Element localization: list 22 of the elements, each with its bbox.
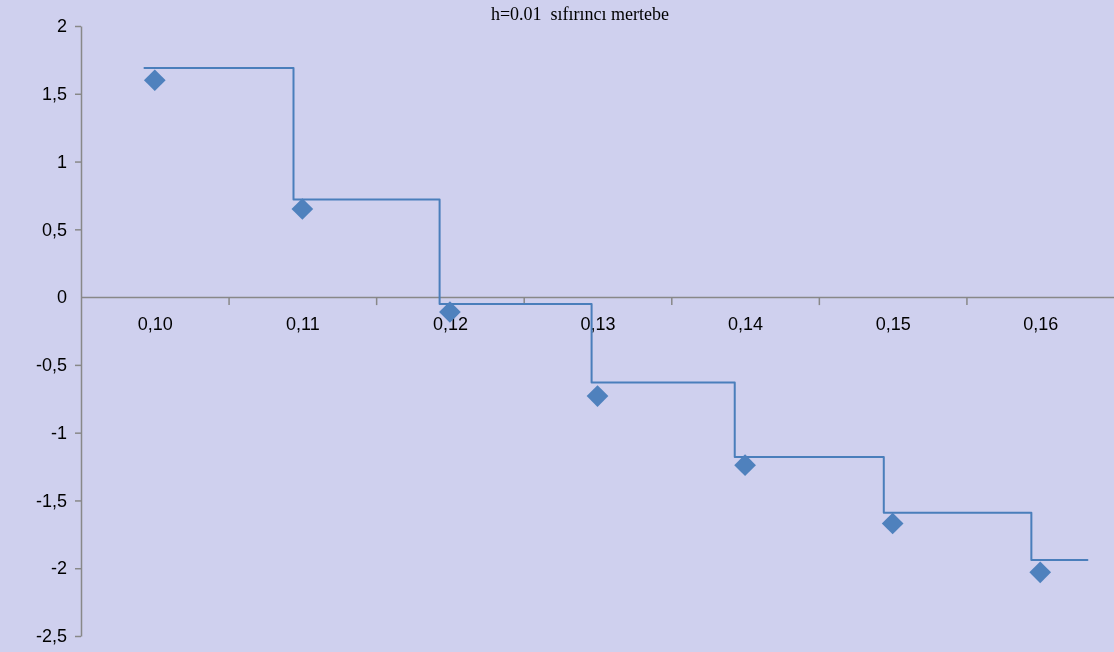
y-tick-label: 0,5 [41,219,67,240]
y-tick-label: 1,5 [41,84,67,105]
y-tick-label: -2,5 [35,626,67,647]
chart-title: h=0.01 sıfırıncı mertebe [490,4,670,25]
point [143,69,166,92]
y-tick-label: 1 [56,151,67,172]
x-tick-label: 0,16 [1023,313,1059,334]
y-tick-label: -2 [50,558,67,579]
point [734,454,756,477]
y-tick-label: 0 [56,287,67,308]
y-tick-label: -0,5 [35,355,67,376]
y-tick-label: -1 [50,422,67,443]
point [291,198,314,220]
x-tick-label: 0,14 [728,313,764,334]
y-tick-label: -1,5 [35,490,67,511]
y-tick-label: 2 [56,16,67,37]
point [1029,561,1052,584]
x-tick-label: 0,11 [286,313,320,334]
x-tick-label: 0,15 [875,313,911,334]
x-tick-label: 0,10 [137,313,173,334]
point [881,512,904,535]
point [586,385,609,407]
